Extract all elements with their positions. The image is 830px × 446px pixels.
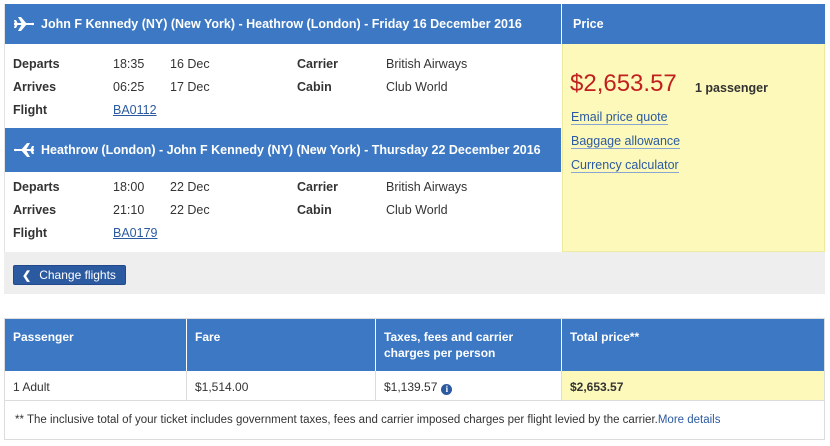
outbound-flight-row: Flight BA0112 (5, 100, 561, 122)
arrives-label: Arrives (13, 203, 57, 217)
departs-date: 16 Dec (170, 57, 210, 71)
arrives-time: 21:10 (113, 203, 145, 217)
outbound-arrives-row: Arrives 06:25 17 Dec Cabin Club World (5, 77, 561, 99)
inbound-departs-row: Departs 18:00 22 Dec Carrier British Air… (5, 177, 561, 199)
departs-time: 18:35 (113, 57, 145, 71)
total-price: $2,653.57 (570, 70, 677, 97)
cell-fare: $1,514.00 (187, 371, 376, 401)
arrives-date: 17 Dec (170, 80, 210, 94)
baggage-allowance-link[interactable]: Baggage allowance (571, 134, 681, 149)
carrier-value: British Airways (386, 180, 468, 194)
departs-label: Departs (13, 180, 60, 194)
cabin-value: Club World (386, 203, 448, 217)
flight-label: Flight (13, 226, 48, 240)
header-passenger: Passenger (5, 319, 187, 371)
chevron-left-icon: ❮ (22, 269, 32, 282)
outbound-departs-row: Departs 18:35 16 Dec Carrier British Air… (5, 54, 561, 76)
inbound-title: Heathrow (London) - John F Kennedy (NY) … (41, 143, 541, 157)
inbound-flight-row: Flight BA0179 (5, 223, 561, 245)
plane-left-icon (13, 142, 35, 158)
departs-label: Departs (13, 57, 60, 71)
header-taxes-line1: Taxes, fees and carrier (384, 330, 514, 344)
header-taxes: Taxes, fees and carrier charges per pers… (376, 319, 562, 371)
arrives-label: Arrives (13, 80, 57, 94)
cell-passenger: 1 Adult (5, 371, 187, 401)
passenger-count: 1 passenger (695, 81, 768, 95)
more-details-link[interactable]: More details (657, 414, 721, 426)
itinerary-panel: John F Kennedy (NY) (New York) - Heathro… (4, 4, 561, 252)
cabin-label: Cabin (297, 203, 332, 217)
price-heading: Price (562, 4, 825, 44)
cabin-label: Cabin (297, 80, 332, 94)
flight-number-link[interactable]: BA0179 (113, 226, 158, 240)
price-panel: $2,653.57 1 passenger Email price quote … (562, 44, 825, 252)
footnote-text: ** The inclusive total of your ticket in… (15, 414, 658, 426)
currency-calculator-link[interactable]: Currency calculator (571, 158, 679, 173)
departs-date: 22 Dec (170, 180, 210, 194)
fare-footnote: ** The inclusive total of your ticket in… (5, 401, 824, 439)
flight-number-link[interactable]: BA0112 (113, 103, 157, 117)
arrives-time: 06:25 (113, 80, 145, 94)
change-flights-button[interactable]: ❮ Change flights (13, 265, 126, 285)
inbound-segment-header: Heathrow (London) - John F Kennedy (NY) … (5, 128, 561, 172)
departs-time: 18:00 (113, 180, 145, 194)
change-flights-bar: ❮ Change flights (4, 252, 825, 294)
outbound-segment-header: John F Kennedy (NY) (New York) - Heathro… (5, 4, 561, 44)
header-fare: Fare (187, 319, 376, 371)
info-icon[interactable]: i (441, 384, 453, 395)
taxes-value: $1,139.57 (384, 380, 438, 394)
carrier-label: Carrier (297, 57, 338, 71)
header-taxes-line2: charges per person (384, 346, 496, 360)
cell-total: $2,653.57 (562, 371, 824, 401)
carrier-label: Carrier (297, 180, 338, 194)
change-flights-label: Change flights (39, 268, 116, 282)
cell-taxes: $1,139.57 i (376, 371, 562, 401)
header-total-price: Total price** (562, 319, 824, 371)
flight-label: Flight (13, 103, 48, 117)
carrier-value: British Airways (386, 57, 468, 71)
plane-right-icon (13, 16, 35, 32)
arrives-date: 22 Dec (170, 203, 210, 217)
fare-breakdown-table: Passenger Fare Taxes, fees and carrier c… (4, 318, 825, 440)
email-price-quote-link[interactable]: Email price quote (571, 110, 668, 125)
inbound-arrives-row: Arrives 21:10 22 Dec Cabin Club World (5, 200, 561, 222)
outbound-title: John F Kennedy (NY) (New York) - Heathro… (41, 17, 522, 31)
cabin-value: Club World (386, 80, 448, 94)
